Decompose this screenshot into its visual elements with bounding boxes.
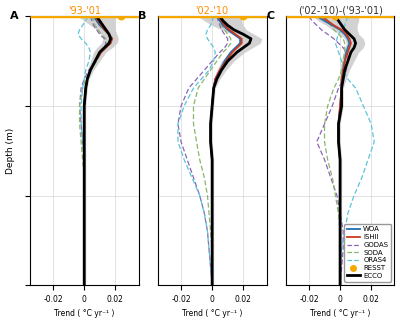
- Title: '93-'01: '93-'01: [68, 6, 101, 16]
- Point: [240, 14, 246, 19]
- Title: '02-'10: '02-'10: [196, 6, 229, 16]
- X-axis label: Trend ( °C yr⁻¹ ): Trend ( °C yr⁻¹ ): [310, 309, 370, 318]
- Text: B: B: [138, 11, 146, 21]
- Legend: WOA, ISHII, GODAS, SODA, ORAS4, RESST, ECCO: WOA, ISHII, GODAS, SODA, ORAS4, RESST, E…: [344, 224, 391, 282]
- X-axis label: Trend ( °C yr⁻¹ ): Trend ( °C yr⁻¹ ): [182, 309, 242, 318]
- X-axis label: Trend ( °C yr⁻¹ ): Trend ( °C yr⁻¹ ): [54, 309, 114, 318]
- Point: [118, 14, 125, 19]
- Text: C: C: [266, 11, 274, 21]
- Point: [332, 14, 339, 19]
- Text: A: A: [10, 11, 19, 21]
- Y-axis label: Depth (m): Depth (m): [6, 128, 14, 174]
- Title: ('02-'10)-('93-'01): ('02-'10)-('93-'01): [298, 6, 382, 16]
